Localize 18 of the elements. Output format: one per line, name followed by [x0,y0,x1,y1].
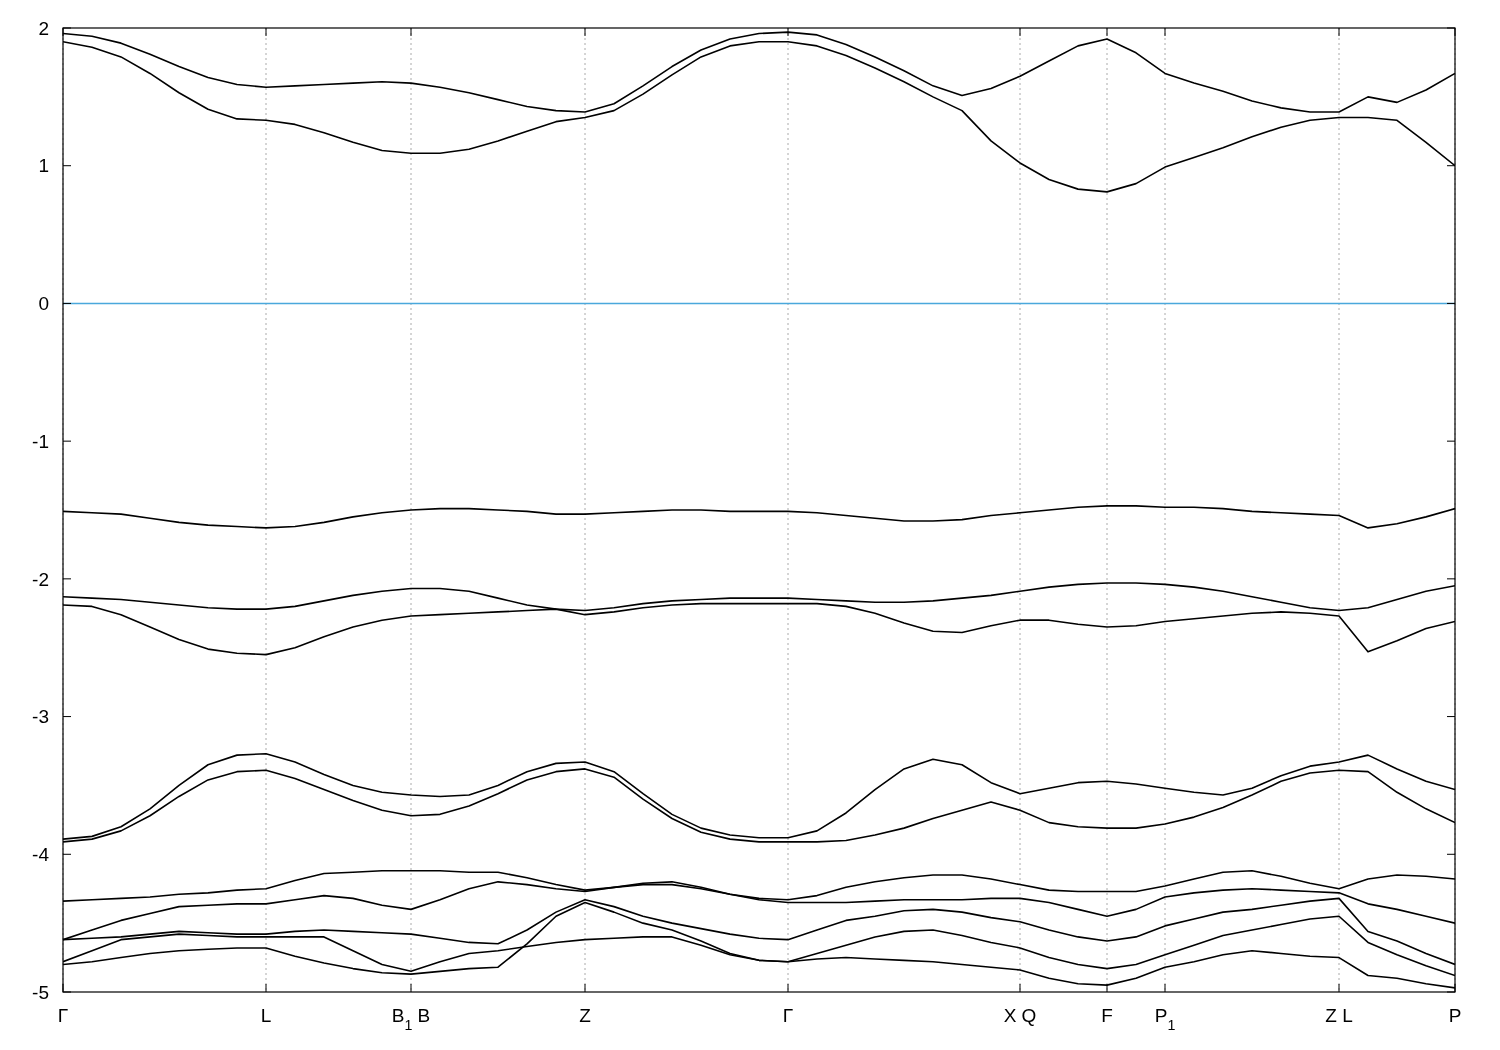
y-tick-label: -4 [32,843,50,865]
y-tick-label: -2 [32,568,49,590]
x-tick-label: F [1101,1005,1113,1026]
x-tick-label: Z [579,1005,592,1026]
y-tick-label: 1 [38,155,49,177]
x-tick-label: L [260,1005,272,1026]
y-tick-label: -3 [32,706,49,728]
x-tick-label: P [1448,1005,1462,1026]
x-tick-label: Γ [782,1005,794,1026]
x-tick-label: X Q [1003,1005,1037,1026]
y-tick-label: 0 [38,293,49,315]
y-tick-label: -1 [32,430,49,452]
y-tick-label: -5 [32,981,49,1003]
x-tick-label: P$_{1}$ [1154,1005,1176,1033]
x-tick-label: B$_{1}$ B [391,1005,431,1033]
y-tick-label: 2 [38,17,49,39]
x-tick-label: Z L [1325,1005,1353,1026]
x-tick-label: Γ [57,1005,69,1026]
